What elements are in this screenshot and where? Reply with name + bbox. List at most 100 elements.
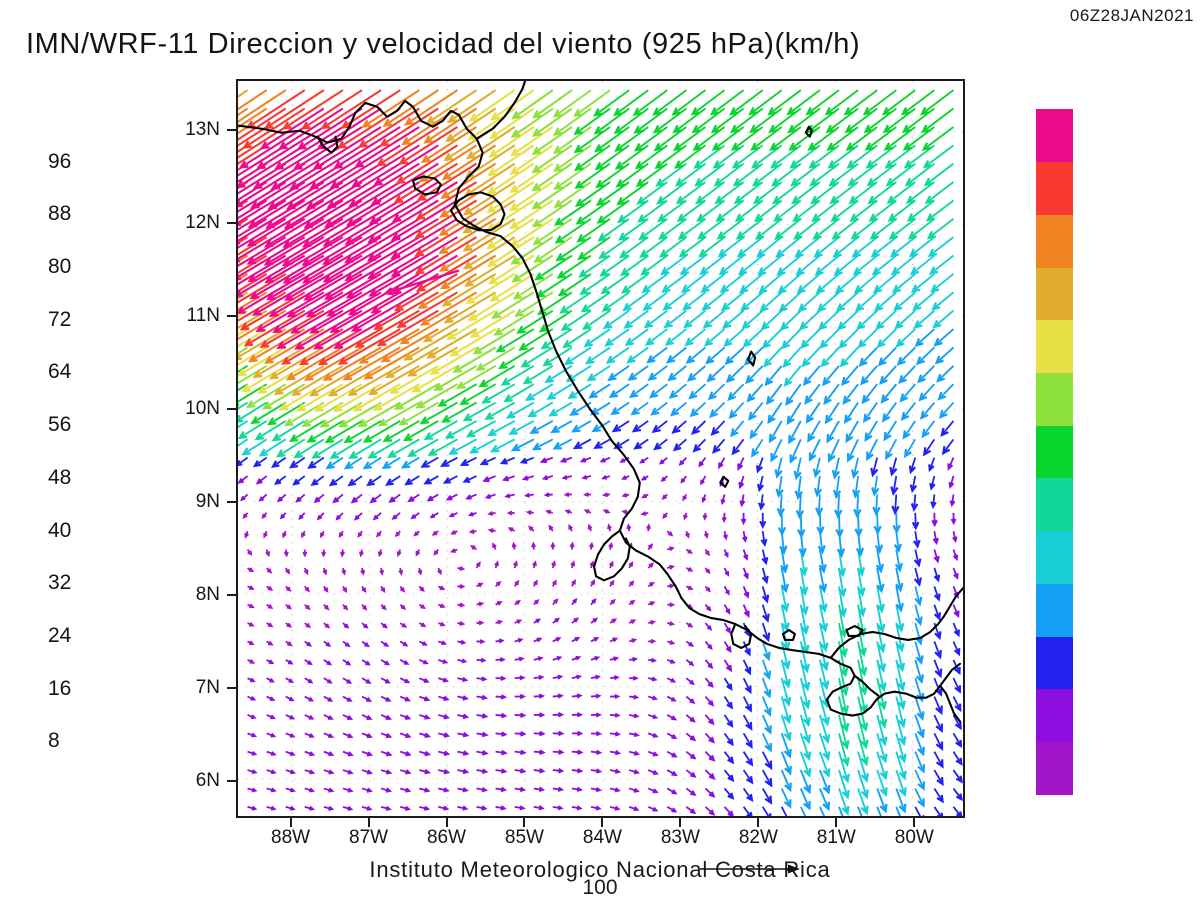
wind-vector [780,659,791,689]
wind-vector [581,474,592,480]
speed-colorbar[interactable] [1036,109,1073,795]
wind-vector [544,365,573,384]
wind-vector [933,751,944,769]
wind-vector [338,530,344,538]
wind-vector [571,786,584,792]
wind-vector [834,494,843,520]
wind-vector [285,769,296,775]
wind-vector [525,510,534,515]
wind-vector [704,549,710,557]
wind-vector [362,456,382,470]
wind-vector [238,401,268,423]
colorbar-band [1036,161,1073,215]
lat-tick-label: 6N [195,769,220,791]
wind-vector [899,383,916,403]
wind-vector [275,438,306,458]
lat-tick-mark [227,315,236,318]
wind-vector [514,637,524,643]
wind-vector [263,530,268,539]
wind-vector [760,531,768,547]
wind-vector [609,805,621,811]
wind-vector [933,659,943,679]
wind-vector [647,562,654,569]
wind-vector [902,420,917,440]
wind-vector [552,786,565,792]
wind-vector [609,598,616,606]
wind-vector [818,659,830,691]
wind-vector [292,475,306,486]
wind-vector [838,714,850,750]
wind-vector [382,420,420,443]
wind-vector [482,475,496,483]
wind-vector [514,712,527,718]
wind-vector [455,365,497,389]
wind-vector [854,512,863,538]
wind-vector [611,420,630,433]
wind-vector [340,549,346,558]
wind-vector [589,401,611,416]
wind-vector [514,619,523,624]
wind-vector [361,640,370,648]
wind-vector [846,438,859,463]
lon-tick-label: 88W [271,827,311,848]
wind-vector [628,769,640,775]
wind-vector [521,475,535,481]
wind-vector [457,695,469,701]
lat-tick-label: 13N [185,119,220,141]
wind-vector [948,475,955,490]
wind-vector [780,769,792,793]
wind-vector [692,438,707,453]
wind-vector [545,509,554,515]
wind-vector [602,509,611,514]
wind-vector [284,567,291,575]
wind-vector [476,601,485,607]
wind-vector [647,695,659,701]
wind-vector [342,622,350,629]
wind-vector [552,749,565,755]
wind-vector [853,494,862,519]
wind-vector [361,695,373,702]
wind-vector [247,714,257,720]
wind-vector [913,549,922,568]
wind-vector [860,365,878,386]
wind-vector [501,475,515,482]
lat-tick-label: 8N [195,583,220,605]
wind-vector [510,438,535,452]
wind-vector [739,494,746,508]
wind-vector [380,604,387,611]
wind-vector [885,438,898,461]
wind-vector [666,769,678,777]
wind-vector [238,420,249,429]
wind-vector [304,585,310,593]
wind-vector [372,512,382,521]
wind-vector [410,512,420,520]
wind-vector [933,696,943,716]
wind-vector [727,383,745,402]
wind-vector [247,732,258,738]
wind-vector [250,401,287,425]
wind-vector [550,541,556,550]
wind-vector [419,805,431,811]
wind-vector [278,383,325,411]
wind-vector [487,528,496,534]
wind-vector [571,805,583,811]
wind-vector [399,732,412,739]
wind-vector [914,641,924,666]
wind-vector [876,696,888,729]
wind-vector [342,787,354,793]
wind-vector [258,438,287,457]
map-plot-area[interactable] [236,79,965,818]
wind-vector [552,598,559,606]
wind-vector [819,751,831,778]
wind-vector [742,714,753,731]
wind-vector [704,695,715,707]
wind-vector [285,805,296,811]
wind-vector [380,585,386,594]
wind-vector [628,619,637,625]
wind-vector [952,641,961,657]
wind-vector [937,383,955,401]
wind-vector [360,567,366,576]
wind-vector [396,549,402,558]
wind-vector [476,805,488,811]
wind-vector [411,364,458,393]
